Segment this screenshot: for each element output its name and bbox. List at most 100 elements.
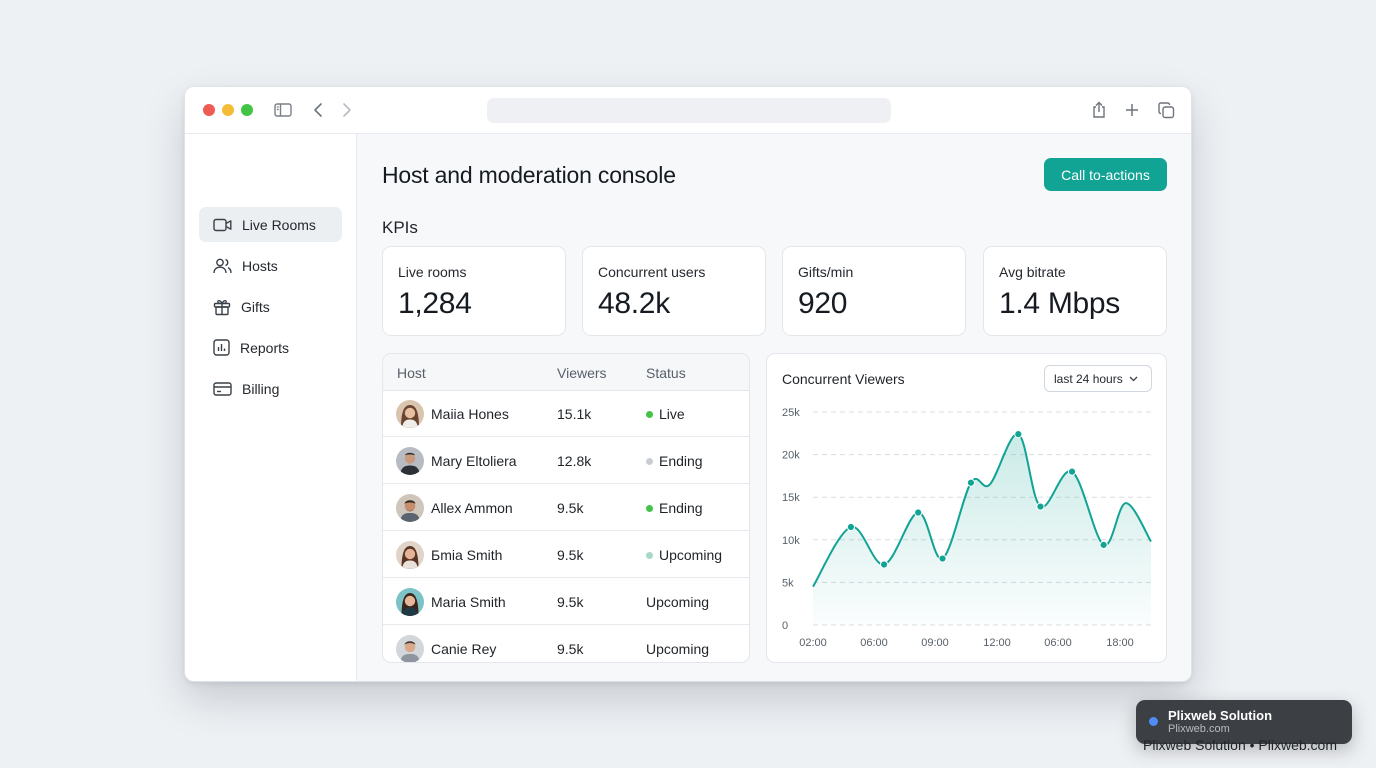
minimize-window-button[interactable] (222, 104, 234, 116)
x-tick-label: 06:00 (1044, 637, 1072, 649)
data-point[interactable] (846, 522, 856, 532)
status-dot-icon (646, 504, 653, 512)
kpi-label: Live rooms (398, 264, 467, 280)
back-icon[interactable] (308, 100, 328, 120)
tabs-overview-icon[interactable] (1156, 100, 1176, 120)
concurrent-viewers-chart: 0 5k 10k 15k 20k 25k 02:00 06:00 09:00 12:00 06:00… (782, 407, 1152, 649)
status-dot-icon (1149, 717, 1158, 726)
share-icon[interactable] (1089, 100, 1109, 120)
data-point[interactable] (966, 478, 976, 487)
sidebar-toggle-icon[interactable] (273, 100, 293, 120)
viewer-count: 15.1k (557, 406, 592, 422)
kpi-label: Concurrent users (598, 264, 706, 280)
status-badge: Ending (646, 453, 703, 469)
time-range-select[interactable]: last 24 hours (1044, 365, 1152, 392)
sidebar-item-label: Gifts (241, 298, 270, 315)
avatar (396, 494, 424, 522)
y-tick-label: 20k (782, 450, 800, 462)
sidebar-item-hosts[interactable]: Hosts (199, 248, 342, 283)
concurrent-viewers-chart-card: 0 5k 10k 15k 20k 25k 02:00 06:00 09:00 12:00 06:00… (766, 353, 1167, 663)
y-tick-label: 5k (782, 577, 794, 589)
host-name: Allex Ammon (431, 500, 513, 516)
kpi-card-gifts-per-min: Gifts/min 920 (782, 246, 966, 336)
main-content: Host and moderation console Call to-acti… (357, 134, 1191, 681)
table-row[interactable]: Allex Ammon 9.5k Ending (383, 485, 749, 531)
data-point[interactable] (914, 508, 923, 517)
sidebar-item-live-rooms[interactable]: Live Rooms (199, 207, 342, 242)
table-row[interactable]: Maiia Hones 15.1k Live (383, 391, 749, 437)
y-tick-label: 10k (782, 535, 800, 547)
host-name: Maiia Hones (431, 406, 509, 422)
data-point[interactable] (879, 560, 889, 569)
avatar (396, 541, 424, 569)
data-point[interactable] (938, 554, 947, 563)
y-tick-label: 15k (782, 492, 800, 504)
gift-icon (213, 299, 231, 315)
browser-titlebar (185, 87, 1191, 134)
status-label: Ending (659, 500, 703, 516)
kpi-value: 920 (798, 287, 848, 320)
sidebar-item-gifts[interactable]: Gifts (199, 289, 342, 324)
viewer-count: 12.8k (557, 453, 592, 469)
credit-card-icon (213, 381, 232, 396)
users-icon (213, 258, 232, 273)
host-name: Maria Smith (431, 594, 506, 610)
chevron-down-icon (1129, 376, 1138, 381)
forward-icon[interactable] (337, 100, 357, 120)
call-to-actions-button[interactable]: Call to-actions (1044, 158, 1167, 191)
zoom-window-button[interactable] (241, 104, 253, 116)
table-row[interactable]: Бmia Smith 9.5k Upcoming (383, 532, 749, 578)
table-row[interactable]: Mary Eltoliera 12.8k Ending (383, 438, 749, 484)
table-header: Host Viewers Status (383, 354, 749, 391)
page-title: Host and moderation console (382, 162, 676, 188)
close-window-button[interactable] (203, 104, 215, 116)
x-tick-label: 18:00 (1106, 637, 1134, 649)
data-point[interactable] (1067, 467, 1077, 476)
video-icon (213, 218, 232, 231)
footer-credit: Plixweb Solution • Plixweb.com (1143, 737, 1337, 753)
x-tick-label: 12:00 (983, 637, 1011, 649)
kpi-label: Gifts/min (798, 264, 854, 280)
toast-title: Plixweb Solution (1168, 708, 1273, 723)
avatar (396, 588, 424, 616)
avatar (396, 635, 424, 662)
kpi-value: 1,284 (398, 287, 472, 320)
data-point[interactable] (1014, 430, 1023, 439)
viewer-count: 9.5k (557, 594, 584, 610)
viewer-count: 9.5k (557, 641, 584, 657)
series-area (813, 433, 1151, 625)
column-header-host[interactable]: Host (397, 365, 426, 381)
status-dot-icon (646, 410, 653, 418)
host-name: Mary Eltoliera (431, 453, 517, 469)
x-tick-label: 09:00 (921, 637, 949, 649)
column-header-status[interactable]: Status (646, 365, 686, 381)
status-dot-icon (646, 457, 653, 465)
sidebar-item-reports[interactable]: Reports (199, 330, 342, 365)
column-header-viewers[interactable]: Viewers (557, 365, 607, 381)
chart-title: Concurrent Viewers (782, 371, 905, 387)
address-bar[interactable] (487, 98, 891, 123)
sidebar-item-billing[interactable]: Billing (199, 371, 342, 406)
new-tab-icon[interactable] (1122, 100, 1142, 120)
bar-chart-icon (213, 339, 230, 356)
kpi-value: 48.2k (598, 287, 670, 320)
kpis-section-title: KPIs (382, 218, 418, 237)
host-name: Бmia Smith (431, 547, 503, 563)
status-badge: Upcoming (646, 594, 709, 610)
status-badge: Upcoming (646, 547, 722, 563)
y-tick-label: 0 (782, 620, 788, 632)
kpi-label: Avg bitrate (999, 264, 1066, 280)
status-label: Upcoming (646, 641, 710, 657)
avatar (396, 400, 424, 428)
table-row[interactable]: Maria Smith 9.5k Upcoming (383, 579, 749, 625)
data-point[interactable] (1099, 540, 1108, 550)
time-range-value: last 24 hours (1054, 371, 1123, 386)
data-point[interactable] (1036, 502, 1045, 511)
status-badge: Upcoming (646, 641, 709, 657)
status-dot-icon (646, 551, 653, 559)
status-label: Upcoming (659, 547, 723, 563)
table-row[interactable]: Canie Rey 9.5k Upcoming (383, 626, 749, 662)
sidebar-item-label: Live Rooms (242, 216, 316, 233)
kpi-card-live-rooms: Live rooms 1,284 (382, 246, 566, 336)
browser-window: Live Rooms Hosts Gifts Reports Billing H… (184, 86, 1192, 682)
